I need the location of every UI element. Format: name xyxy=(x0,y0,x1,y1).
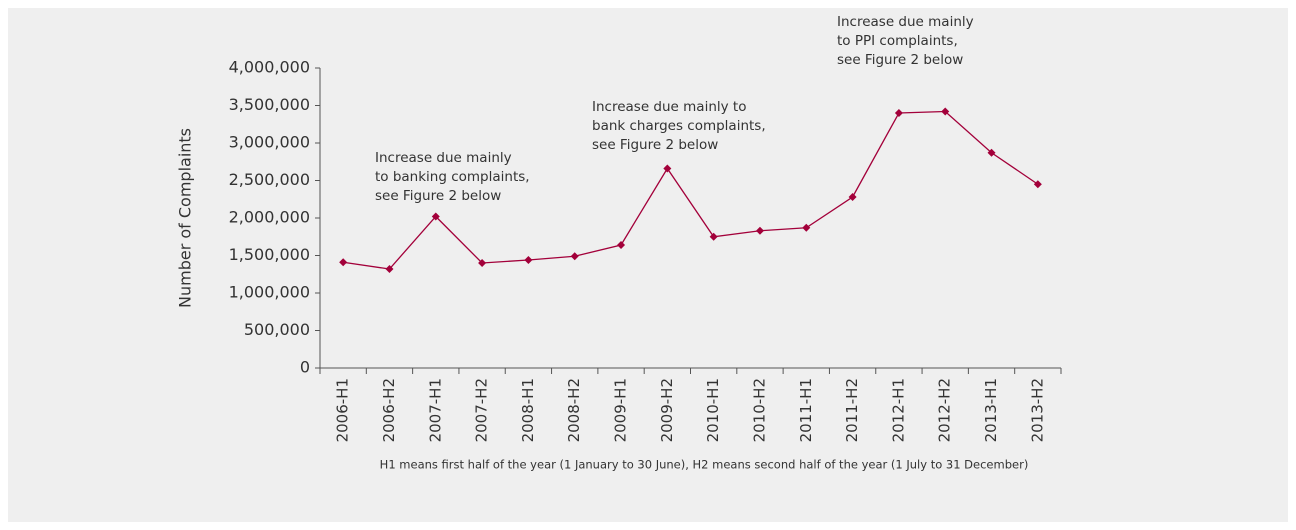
y-tick-label: 1,000,000 xyxy=(229,283,310,302)
marker xyxy=(941,107,950,116)
marker xyxy=(755,226,764,235)
annotation: Increase due mainly to xyxy=(592,99,746,115)
marker xyxy=(570,252,579,261)
y-tick-label: 2,000,000 xyxy=(229,208,310,227)
marker xyxy=(1033,180,1042,189)
marker xyxy=(617,241,626,249)
marker xyxy=(663,164,672,173)
x-tick-label: 2008-H2 xyxy=(565,378,583,442)
x-tick-label: 2012-H2 xyxy=(936,378,954,442)
y-tick-label: 2,500,000 xyxy=(229,170,310,189)
x-tick-label: 2011-H2 xyxy=(843,378,861,442)
x-tick-label: 2008-H1 xyxy=(519,378,537,442)
marker xyxy=(524,256,533,264)
x-tick-label: 2006-H2 xyxy=(380,378,398,442)
y-tick-label: 3,000,000 xyxy=(229,133,310,152)
annotation: see Figure 2 below xyxy=(375,188,501,204)
y-tick-label: 4,000,000 xyxy=(229,58,310,77)
y-tick-label: 500,000 xyxy=(244,320,310,339)
marker xyxy=(385,265,394,273)
marker xyxy=(478,259,487,267)
y-tick-label: 0 xyxy=(300,358,310,377)
annotation: to PPI complaints, xyxy=(837,33,958,49)
annotation: Increase due mainly xyxy=(837,14,974,30)
x-tick-label: 2011-H1 xyxy=(797,378,815,442)
marker xyxy=(987,148,996,157)
y-tick-label: 3,500,000 xyxy=(229,95,310,114)
x-tick-label: 2010-H1 xyxy=(704,378,722,442)
annotation: Increase due mainly xyxy=(375,150,512,166)
panel xyxy=(8,8,1288,522)
y-tick-label: 1,500,000 xyxy=(229,245,310,264)
annotation: to banking complaints, xyxy=(375,169,530,185)
x-tick-label: 2006-H1 xyxy=(334,378,352,442)
annotation: see Figure 2 below xyxy=(592,137,718,153)
marker xyxy=(802,223,811,232)
marker xyxy=(339,258,348,267)
x-tick-label: 2012-H1 xyxy=(889,378,907,442)
series-line xyxy=(343,110,1039,270)
marker xyxy=(848,193,857,201)
x-tick-label: 2009-H2 xyxy=(658,378,676,442)
marker xyxy=(894,109,903,117)
annotation: bank charges complaints, xyxy=(592,118,766,134)
annotation: see Figure 2 below xyxy=(837,52,963,68)
marker xyxy=(431,212,440,221)
x-tick-label: 2007-H1 xyxy=(426,378,444,442)
marker xyxy=(709,232,718,241)
x-tick-label: 2013-H2 xyxy=(1028,378,1046,442)
x-tick-label: 2007-H2 xyxy=(473,378,491,442)
footnote: H1 means first half of the year (1 Janua… xyxy=(380,458,1029,472)
x-tick-label: 2013-H1 xyxy=(982,378,1000,442)
x-tick-label: 2009-H1 xyxy=(612,378,630,442)
y-axis-label: Number of Complaints xyxy=(176,128,195,308)
x-tick-label: 2010-H2 xyxy=(750,378,768,442)
